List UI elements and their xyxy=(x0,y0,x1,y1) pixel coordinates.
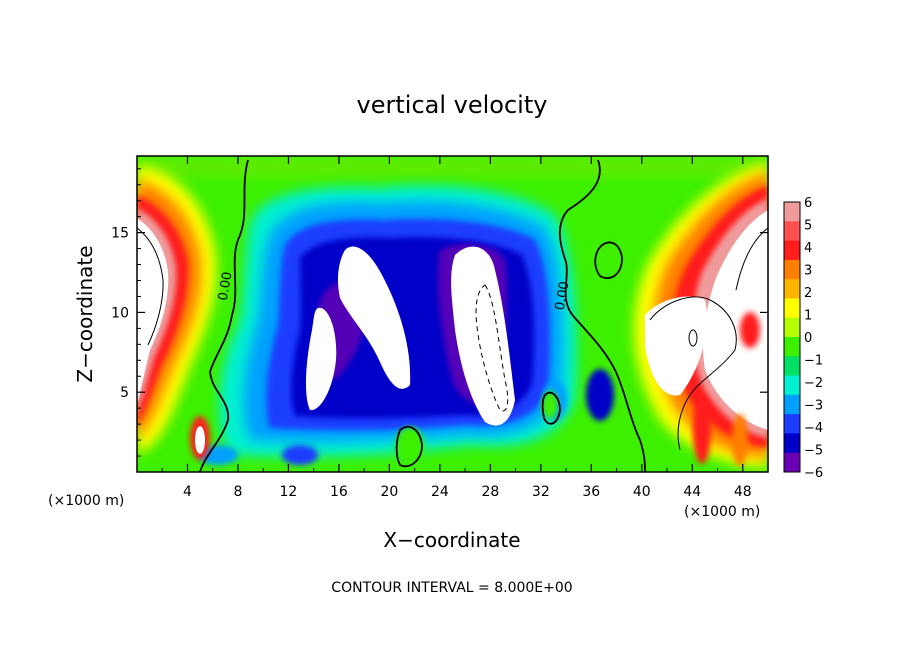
colorbar-tick-label: 2 xyxy=(804,286,812,301)
chart-title: vertical velocity xyxy=(357,91,548,119)
x-tick-label: 8 xyxy=(233,484,242,500)
x-tick-label: 44 xyxy=(683,484,701,500)
contour-label: 0.00 xyxy=(553,280,573,311)
colorbar-tick-label: 6 xyxy=(804,196,812,211)
zero-contour-cell xyxy=(594,241,623,280)
zero-contour-right xyxy=(558,159,646,472)
upper-band xyxy=(137,156,768,178)
colorbar-swatch xyxy=(784,337,800,357)
x-tick-label: 36 xyxy=(582,484,600,500)
colorbar-tick-label: −5 xyxy=(804,444,823,459)
colorbar-swatch xyxy=(784,394,800,415)
colorbar-swatch xyxy=(784,414,800,434)
colorbar-swatch xyxy=(784,452,800,473)
colorbar-swatch xyxy=(784,375,800,396)
x-tick-label: 24 xyxy=(431,484,449,500)
x-tick-label: 16 xyxy=(330,484,348,500)
negative-contour xyxy=(475,284,509,412)
colorbar-frame xyxy=(783,201,801,473)
zero-contour-cell2 xyxy=(541,391,561,425)
y-tick-label: 5 xyxy=(120,385,129,401)
colorbar-swatch xyxy=(784,259,800,280)
plot-area xyxy=(137,156,768,472)
colorbar-tick-label: −1 xyxy=(804,354,823,369)
colorbar-swatch xyxy=(784,240,800,261)
colorbar-tick-label: −2 xyxy=(804,376,823,391)
colorbar-swatch xyxy=(784,202,800,222)
colorbar-swatch xyxy=(784,298,800,319)
colorbar-tick-label: 0 xyxy=(804,331,812,346)
y-tick-label: 15 xyxy=(111,226,129,242)
core-b xyxy=(337,246,411,389)
x-axis-label: X−coordinate xyxy=(383,528,520,552)
colorbar-tick-label: 3 xyxy=(804,264,812,279)
x-axis: 4 8 12 16 20 24 28 32 36 40 44 48 xyxy=(161,156,752,500)
colorbar-swatch xyxy=(784,356,800,377)
x-tick-label: 40 xyxy=(633,484,651,500)
positive-contours xyxy=(137,227,768,451)
x-unit-right: (×1000 m) xyxy=(684,504,760,520)
x-tick-label: 12 xyxy=(280,484,298,500)
y-axis-label: Z−coordinate xyxy=(73,245,97,382)
colorbar-tick-label: 4 xyxy=(804,241,812,256)
contour-label: 0.00 xyxy=(216,271,236,302)
colorbar-tick-label: −6 xyxy=(804,466,823,481)
colorbar-tick-label: 1 xyxy=(804,309,812,324)
core-c xyxy=(451,246,515,426)
left-updraft xyxy=(137,165,217,460)
contour-interval-note: CONTOUR INTERVAL = 8.000E+00 xyxy=(331,580,572,596)
core-a xyxy=(305,307,337,411)
extreme-cores xyxy=(305,246,515,426)
colorbar: 6 5 4 3 2 1 0 −1 −2 −3 −4 −5 −6 xyxy=(783,196,823,481)
colorbar-swatch xyxy=(784,279,800,299)
colorbar-swatch xyxy=(784,221,800,242)
x-tick-label: 20 xyxy=(380,484,398,500)
x-tick-label: 4 xyxy=(183,484,192,500)
x-unit-left: (×1000 m) xyxy=(48,493,124,509)
colorbar-swatch xyxy=(784,433,800,454)
plot-frame xyxy=(136,155,769,473)
colorbar-tick-label: 5 xyxy=(804,219,812,234)
zero-contour-cell3 xyxy=(395,425,423,468)
zero-contour-left xyxy=(199,159,249,472)
y-axis: 5 10 15 xyxy=(111,168,768,457)
contour-label-layer: 0.00 0.00 xyxy=(216,271,573,312)
x-tick-label: 32 xyxy=(532,484,550,500)
colorbar-tick-label: −3 xyxy=(804,399,823,414)
x-tick-label: 48 xyxy=(734,484,752,500)
x-tick-label: 28 xyxy=(481,484,499,500)
colorbar-swatch xyxy=(784,317,800,338)
contour-lines xyxy=(199,159,646,472)
colorbar-tick-label: −4 xyxy=(804,421,823,436)
y-tick-label: 10 xyxy=(111,305,129,321)
